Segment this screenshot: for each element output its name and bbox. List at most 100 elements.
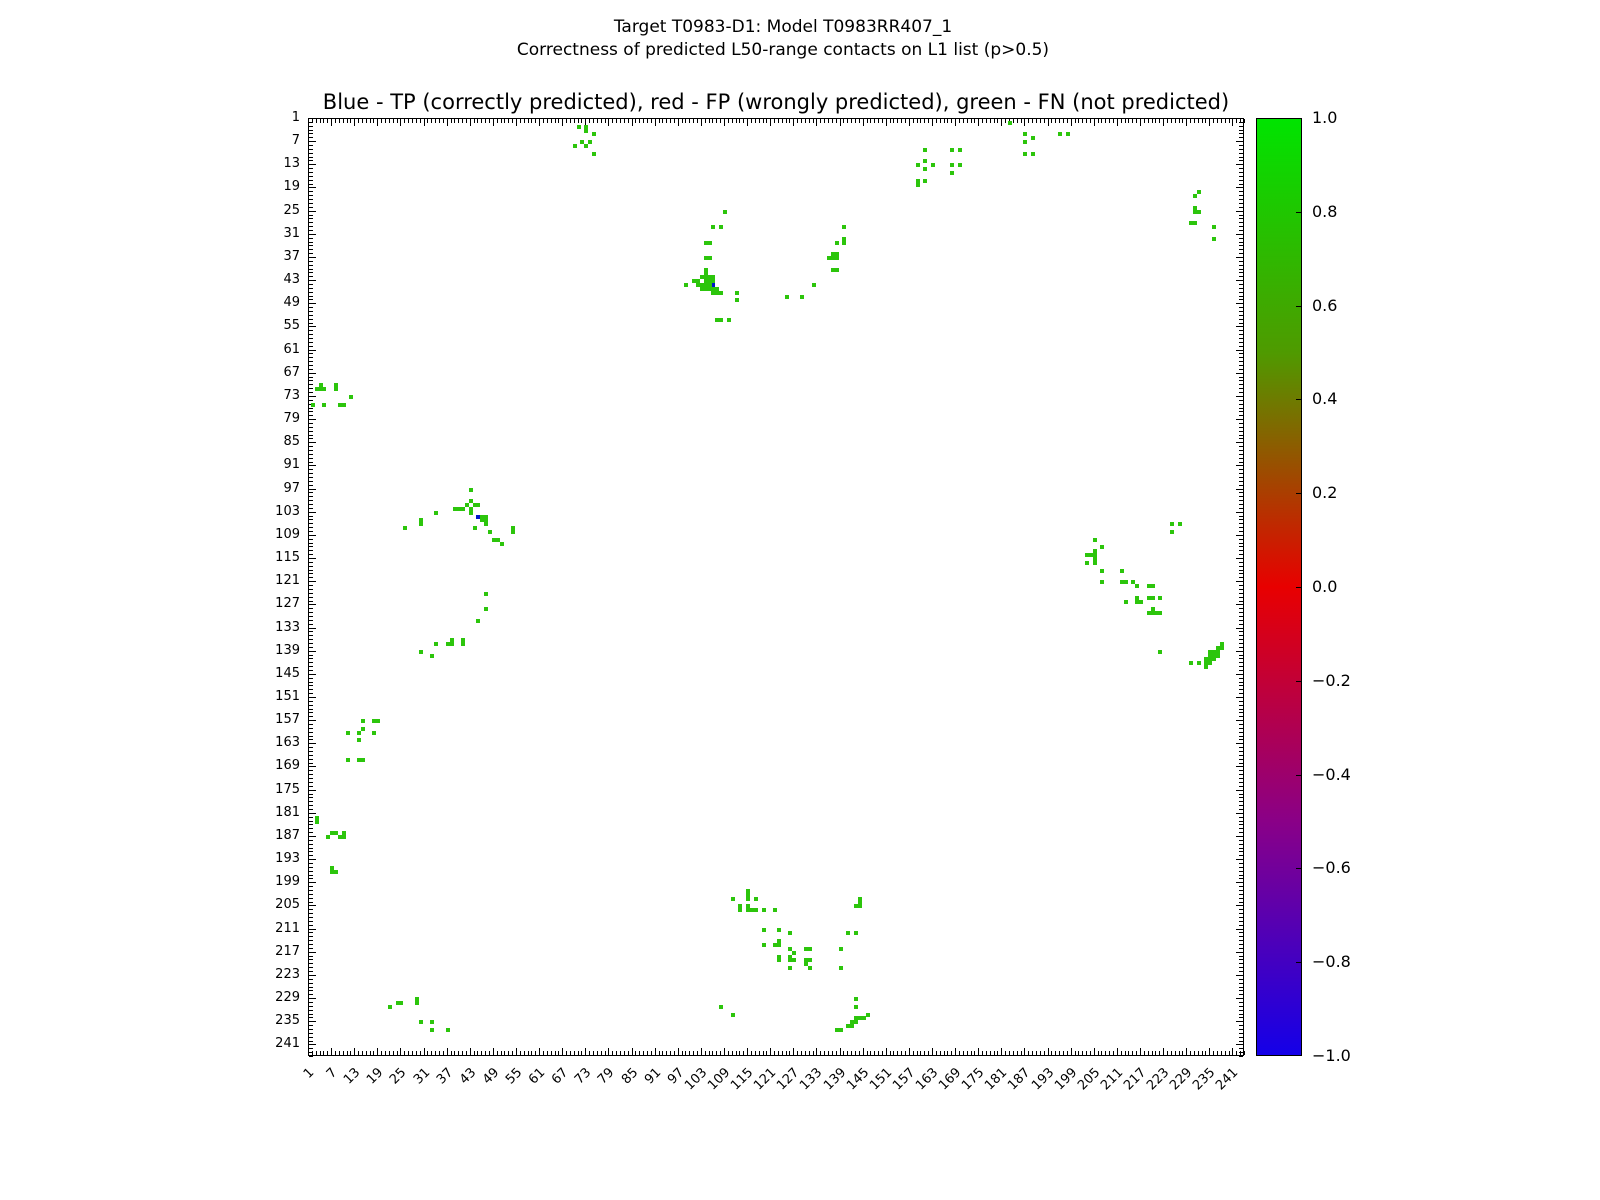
axis-tick: [1239, 716, 1243, 717]
axis-tick: [309, 921, 313, 922]
x-tick-label: 49: [479, 1065, 503, 1088]
axis-tick: [1239, 311, 1243, 312]
scatter-point: [773, 908, 778, 913]
axis-tick: [643, 1051, 644, 1055]
axis-tick: [1236, 766, 1243, 767]
colorbar-tick-label: −0.6: [1312, 858, 1351, 878]
axis-tick: [1239, 967, 1243, 968]
axis-tick: [309, 458, 313, 459]
axis-tick: [309, 342, 313, 343]
axis-tick: [309, 867, 313, 868]
axis-tick: [1239, 732, 1243, 733]
axis-tick: [497, 119, 498, 123]
scatter-point: [861, 1016, 866, 1021]
scatter-point: [830, 252, 835, 257]
colorbar-tick-label: 0.4: [1312, 389, 1338, 409]
axis-tick: [1239, 427, 1243, 428]
axis-tick: [797, 119, 798, 123]
scatter-point: [461, 641, 466, 646]
axis-tick: [1239, 851, 1243, 852]
scatter-point: [846, 1024, 851, 1029]
scatter-point: [838, 966, 843, 971]
axis-tick: [967, 119, 968, 123]
scatter-point: [430, 1027, 435, 1032]
axis-tick: [874, 119, 875, 123]
axis-tick: [309, 948, 313, 949]
axis-tick: [343, 119, 344, 123]
axis-tick: [1182, 1051, 1183, 1055]
axis-tick: [601, 1051, 602, 1055]
axis-tick: [689, 119, 690, 123]
x-tick-label: 211: [1098, 1065, 1127, 1094]
scatter-point: [738, 908, 743, 913]
x-tick-label: 61: [526, 1065, 549, 1088]
axis-tick: [1236, 581, 1243, 582]
y-tick-label: 175: [275, 781, 300, 797]
axis-tick: [840, 1048, 841, 1055]
axis-tick: [994, 119, 995, 123]
axis-tick: [493, 119, 494, 126]
axis-tick: [1239, 840, 1243, 841]
axis-tick: [309, 720, 316, 721]
axis-tick: [936, 1051, 937, 1055]
axis-tick: [1239, 462, 1243, 463]
axis-tick: [1209, 1048, 1210, 1055]
axis-tick: [1067, 119, 1068, 123]
axis-tick: [309, 863, 313, 864]
axis-tick: [1217, 119, 1218, 123]
axis-tick: [1013, 1051, 1014, 1055]
axis-tick: [309, 573, 313, 574]
scatter-point: [857, 904, 862, 909]
scatter-point: [853, 997, 858, 1002]
scatter-point: [1158, 611, 1163, 616]
scatter-point: [746, 892, 751, 897]
axis-tick: [1239, 701, 1243, 702]
scatter-point: [803, 958, 808, 963]
axis-tick: [309, 261, 313, 262]
axis-tick: [1236, 465, 1243, 466]
axis-tick: [309, 180, 313, 181]
axis-tick: [309, 323, 313, 324]
scatter-point: [707, 282, 712, 287]
axes-title: Blue - TP (correctly predicted), red - F…: [322, 90, 1230, 114]
scatter-point: [834, 240, 839, 245]
axis-tick: [309, 844, 313, 845]
axis-tick: [816, 119, 817, 126]
axis-tick: [986, 119, 987, 123]
axis-tick: [408, 119, 409, 123]
colorbar-tick-label: −0.2: [1312, 670, 1351, 690]
axis-tick: [481, 1051, 482, 1055]
axis-tick: [309, 763, 313, 764]
scatter-point: [345, 730, 350, 735]
axis-tick: [309, 504, 313, 505]
scatter-point: [1139, 599, 1143, 604]
axis-tick: [1239, 616, 1243, 617]
axis-tick: [1236, 604, 1243, 605]
axis-tick: [309, 682, 313, 683]
x-tick-label: 19: [364, 1065, 387, 1088]
axis-tick: [309, 701, 313, 702]
scatter-point: [761, 908, 766, 913]
axis-tick: [309, 813, 316, 814]
axis-tick: [1239, 770, 1243, 771]
axis-tick: [431, 119, 432, 123]
axis-tick: [327, 1051, 328, 1055]
scatter-point: [857, 896, 862, 901]
axis-tick: [435, 119, 436, 123]
axis-tick: [893, 1051, 894, 1055]
axis-tick: [616, 119, 617, 123]
axis-tick: [1239, 848, 1243, 849]
axis-tick: [309, 392, 313, 393]
axis-tick: [897, 119, 898, 123]
axis-tick: [1159, 119, 1160, 123]
scatter-point: [1031, 136, 1036, 141]
axis-tick: [309, 303, 316, 304]
scatter-point: [1123, 599, 1128, 604]
x-tick-label: 85: [618, 1065, 641, 1088]
axis-tick: [693, 1051, 694, 1055]
axis-tick: [1194, 1051, 1195, 1055]
axis-tick: [309, 350, 316, 351]
y-tick-label: 91: [283, 457, 300, 473]
axis-tick: [1239, 936, 1243, 937]
